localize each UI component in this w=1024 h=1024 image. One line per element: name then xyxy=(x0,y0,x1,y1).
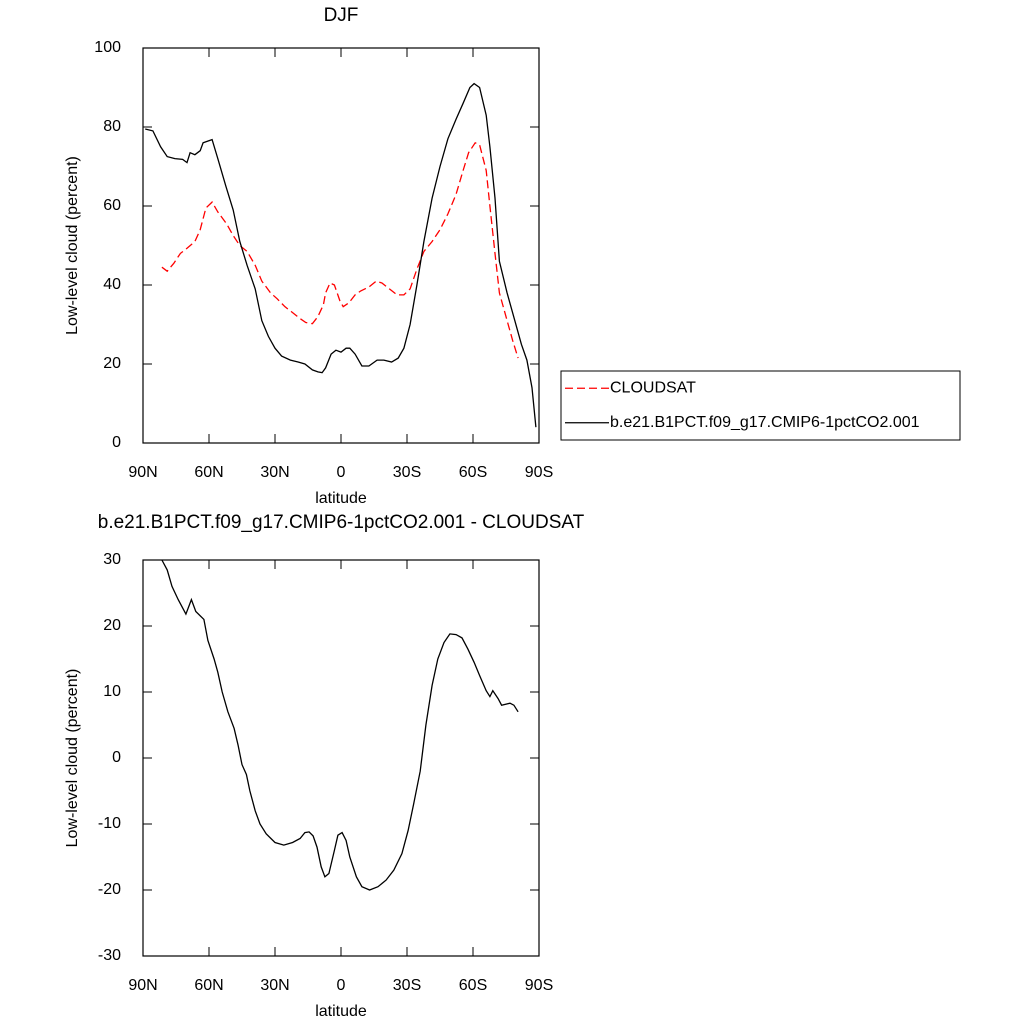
x-tick-label: 30N xyxy=(260,977,289,994)
y-tick-label: -30 xyxy=(98,947,121,964)
x-tick-label: 30S xyxy=(393,977,421,994)
x-tick-label: 30S xyxy=(393,464,421,481)
chart-title: b.e21.B1PCT.f09_g17.CMIP6-1pctCO2.001 - … xyxy=(98,512,585,533)
y-tick-label: 40 xyxy=(103,276,121,293)
data-line xyxy=(161,559,519,891)
legend-label: b.e21.B1PCT.f09_g17.CMIP6-1pctCO2.001 xyxy=(610,414,920,431)
y-tick-label: 60 xyxy=(103,197,121,214)
chart-title: DJF xyxy=(324,5,359,26)
x-tick-label: 60N xyxy=(194,464,223,481)
x-tick-label: 90S xyxy=(525,977,553,994)
y-axis-label: Low-level cloud (percent) xyxy=(64,669,81,848)
y-tick-label: 20 xyxy=(103,617,121,634)
x-tick-label: 90N xyxy=(128,464,157,481)
y-tick-label: -10 xyxy=(98,815,121,832)
x-tick-label: 90S xyxy=(525,464,553,481)
x-axis-label: latitude xyxy=(315,490,367,507)
x-tick-label: 30N xyxy=(260,464,289,481)
y-tick-label: 10 xyxy=(103,683,121,700)
x-tick-label: 60S xyxy=(459,977,487,994)
x-tick-label: 60S xyxy=(459,464,487,481)
y-tick-label: 80 xyxy=(103,118,121,135)
y-tick-label: -20 xyxy=(98,881,121,898)
legend-box xyxy=(560,370,961,441)
x-axis-label: latitude xyxy=(315,1003,367,1020)
y-tick-label: 0 xyxy=(112,749,121,766)
data-line xyxy=(145,82,537,428)
y-tick-label: 20 xyxy=(103,355,121,372)
x-tick-label: 0 xyxy=(337,977,346,994)
plot-frame xyxy=(142,559,540,957)
y-tick-label: 100 xyxy=(94,39,121,56)
y-tick-label: 30 xyxy=(103,551,121,568)
x-tick-label: 0 xyxy=(337,464,346,481)
x-tick-label: 60N xyxy=(194,977,223,994)
legend-label: CLOUDSAT xyxy=(610,379,696,396)
y-axis-label: Low-level cloud (percent) xyxy=(64,156,81,335)
plot-frame xyxy=(142,47,540,444)
x-tick-label: 90N xyxy=(128,977,157,994)
data-line xyxy=(161,141,519,359)
y-tick-label: 0 xyxy=(112,434,121,451)
